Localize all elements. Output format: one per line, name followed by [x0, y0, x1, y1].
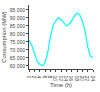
- svg-text:0: 0: [26, 76, 32, 79]
- svg-text:75 000: 75 000: [10, 39, 26, 45]
- svg-text:24: 24: [90, 76, 96, 82]
- svg-text:4: 4: [36, 76, 42, 79]
- svg-text:8: 8: [47, 76, 53, 79]
- svg-text:6: 6: [42, 76, 48, 79]
- svg-text:90 000: 90 000: [10, 15, 26, 21]
- svg-text:12: 12: [58, 76, 64, 82]
- svg-text:10: 10: [52, 76, 58, 82]
- svg-text:2: 2: [31, 76, 37, 79]
- svg-text:Time (h): Time (h): [50, 82, 72, 88]
- svg-text:70 000: 70 000: [10, 47, 26, 53]
- svg-text:18: 18: [74, 76, 80, 82]
- svg-text:Consumption (MW): Consumption (MW): [1, 11, 7, 63]
- svg-text:60 000: 60 000: [10, 63, 26, 69]
- svg-text:14: 14: [63, 76, 69, 82]
- svg-text:22: 22: [84, 76, 90, 82]
- svg-text:20: 20: [79, 76, 85, 82]
- svg-text:80 000: 80 000: [10, 31, 26, 37]
- svg-text:85 000: 85 000: [10, 23, 26, 29]
- svg-text:95 000: 95 000: [10, 7, 26, 13]
- svg-text:16: 16: [68, 76, 74, 82]
- svg-text:65 000: 65 000: [10, 55, 26, 61]
